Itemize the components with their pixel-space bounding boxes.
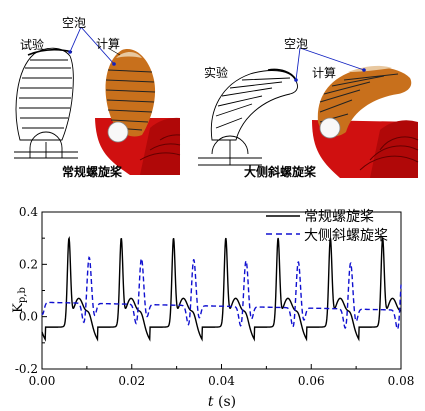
legend-label-skew: 大侧斜螺旋桨 — [304, 227, 388, 244]
x-tick-label: 0.00 — [29, 374, 56, 388]
conventional-cavitation-label: 空泡 — [62, 16, 86, 30]
conventional-computation-label: 计算 — [96, 36, 120, 51]
skew-cavitation-label: 空泡 — [284, 37, 308, 51]
x-tick-label: 0.08 — [388, 374, 415, 388]
y-tick-label: 0.4 — [19, 205, 38, 219]
x-axis-label: t (s) — [208, 394, 236, 410]
skew-experiment-sketch — [198, 68, 298, 166]
pressure-coefficient-chart: 0.00 0.02 0.04 0.06 0.08 -0.2 0.0 0.2 0.4 常规螺旋桨 … — [11, 205, 414, 410]
x-tick-label: 0.06 — [298, 374, 325, 388]
y-tick-label: -0.2 — [15, 362, 38, 376]
conventional-experiment-label: 试验 — [20, 37, 44, 52]
conventional-caption: 常规螺旋桨 — [62, 164, 123, 179]
x-tick-label: 0.04 — [208, 374, 235, 388]
y-tick-label: 0.2 — [19, 257, 38, 271]
axis-ticks: 0.00 0.02 0.04 0.06 0.08 -0.2 0.0 0.2 0.4 — [15, 205, 415, 388]
skew-computed-blade — [312, 65, 419, 178]
conventional-propeller-illustration: 空泡 试验 计算 常规螺旋桨 — [14, 16, 181, 179]
y-tick-label: 0.0 — [19, 310, 38, 324]
series-line-skew — [41, 256, 402, 331]
conventional-computed-blade — [95, 49, 181, 175]
x-tick-label: 0.02 — [118, 374, 145, 388]
series-line-conventional — [41, 235, 402, 342]
conventional-experiment-sketch — [14, 47, 78, 159]
skew-propeller-illustration: 空泡 实验 计算 大侧斜螺旋桨 — [198, 37, 419, 179]
y-axis-label: Kp,b — [11, 287, 28, 313]
legend: 常规螺旋桨 大侧斜螺旋桨 — [266, 208, 388, 244]
skew-caption: 大侧斜螺旋桨 — [244, 164, 317, 179]
skew-experiment-label: 实验 — [204, 65, 228, 80]
series-group — [41, 235, 402, 342]
skew-computation-label: 计算 — [312, 65, 336, 80]
legend-label-conventional: 常规螺旋桨 — [304, 208, 374, 225]
